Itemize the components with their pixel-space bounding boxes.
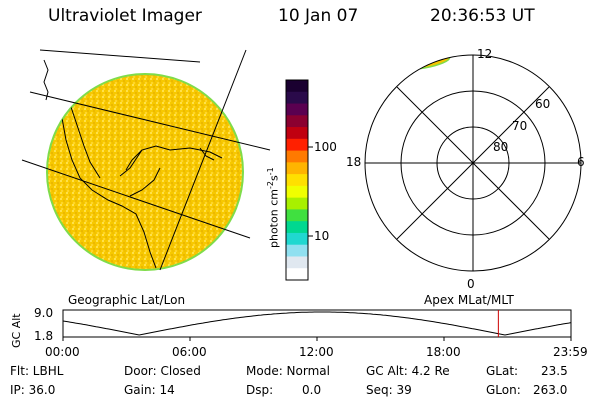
mlt-label-18: 18 xyxy=(346,155,362,169)
grid-line xyxy=(29,91,271,151)
time-tick-0000: 00:00 xyxy=(45,345,80,359)
timeline-ymax: 9.0 xyxy=(34,306,54,320)
coastline xyxy=(129,167,161,197)
gc-alt-status: GC Alt: 4.2 Re xyxy=(366,364,450,378)
grid-line xyxy=(159,49,247,271)
mlt-label-0: 0 xyxy=(467,277,475,291)
mode-status: Mode: Normal xyxy=(246,364,330,378)
glon-value: 263.0 xyxy=(533,383,568,397)
coastline xyxy=(43,59,49,101)
dsp-label: Dsp: xyxy=(246,383,274,397)
grid-line xyxy=(39,49,201,63)
door-status: Door: Closed xyxy=(124,364,201,378)
lat-label-70: 70 xyxy=(512,119,528,133)
timeline-ylabel-top: GC xyxy=(10,331,23,348)
unit-sup1: -2 xyxy=(266,181,275,190)
unit-text: photon cm xyxy=(267,189,281,248)
time-tick-1200: 12:00 xyxy=(299,345,334,359)
timeline-ylabel-bottom: Alt xyxy=(10,313,23,329)
colorbar-segment xyxy=(286,209,308,222)
time-tick-2359: 23:59 xyxy=(553,345,588,359)
coastline xyxy=(199,147,215,161)
colorbar-segment xyxy=(286,174,308,187)
coastline xyxy=(125,149,143,171)
lat-label-60: 60 xyxy=(535,97,551,111)
colorbar-segment xyxy=(286,268,308,281)
mlt-label-6: 6 xyxy=(577,155,585,169)
timeline-ylabel: GC Alt xyxy=(10,313,23,348)
left-panel-label: Geographic Lat/Lon xyxy=(68,293,186,307)
unit-sup2: -1 xyxy=(266,167,275,176)
time-label: 20:36:53 UT xyxy=(430,6,535,26)
colorbar-segment xyxy=(286,91,308,105)
colorbar-segment xyxy=(286,256,308,269)
colorbar-segment xyxy=(286,221,308,234)
colorbar-frame xyxy=(285,79,309,281)
polar-plot xyxy=(364,54,582,272)
colorbar-segment xyxy=(286,127,308,140)
grid-line xyxy=(21,159,251,239)
filter-status: Flt: LBHL xyxy=(10,364,64,378)
colorbar-segment xyxy=(286,244,308,257)
glon-label: GLon: xyxy=(486,383,521,397)
colorbar-tick-100: 100 xyxy=(314,140,337,154)
mlt-label-12: 12 xyxy=(477,47,493,61)
right-panel-label: Apex MLat/MLT xyxy=(424,293,514,307)
glat-label: GLat: xyxy=(486,364,519,378)
lat-label-80: 80 xyxy=(493,140,509,154)
date-label: 10 Jan 07 xyxy=(278,6,359,26)
colorbar-segment xyxy=(286,232,308,246)
ip-status: IP: 36.0 xyxy=(10,383,56,397)
altitude-timeline xyxy=(62,309,572,341)
colorbar xyxy=(285,79,309,281)
unit-mid: s xyxy=(267,175,281,182)
app-title: Ultraviolet Imager xyxy=(48,6,202,26)
colorbar-segment xyxy=(286,138,308,152)
geographic-image xyxy=(21,49,271,271)
time-tick-1800: 18:00 xyxy=(426,345,461,359)
colorbar-segment xyxy=(286,115,308,128)
dsp-value: 0.0 xyxy=(302,383,322,397)
gain-status: Gain: 14 xyxy=(124,383,175,397)
seq-status: Seq: 39 xyxy=(366,383,412,397)
glat-value: 23.5 xyxy=(541,364,568,378)
colorbar-segment xyxy=(286,185,308,199)
timeline-ymin: 1.8 xyxy=(34,329,54,343)
colorbar-segment xyxy=(286,150,308,163)
colorbar-segment xyxy=(286,103,308,116)
colorbar-tick-10: 10 xyxy=(314,229,330,243)
colorbar-segment xyxy=(286,80,308,93)
colorbar-segment xyxy=(286,162,308,175)
colorbar-segment xyxy=(286,197,308,210)
colorbar-unit-label: photon cm-2s-1 xyxy=(266,167,281,248)
time-tick-0600: 06:00 xyxy=(172,345,207,359)
